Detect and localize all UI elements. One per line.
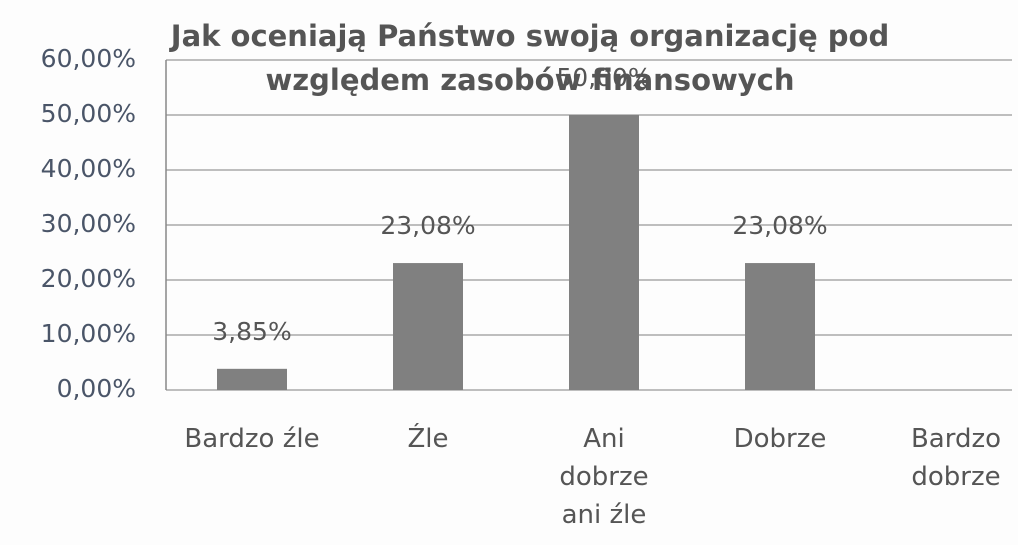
y-tick-label: 50,00% <box>41 99 136 128</box>
data-label: 50,00% <box>556 63 651 92</box>
x-tick-label: Źle <box>407 424 449 454</box>
x-tick-label: Bardzo źle <box>184 424 320 454</box>
bar <box>569 115 639 390</box>
x-tick-label: Ani dobrze ani źle <box>559 424 649 530</box>
chart-title: Jak oceniają Państwo swoją organizację p… <box>170 19 890 97</box>
y-tick-label: 60,00% <box>41 44 136 73</box>
data-label: 3,85% <box>212 317 291 346</box>
y-tick-label: 0,00% <box>57 374 136 403</box>
data-label: 23,08% <box>380 211 475 240</box>
bar <box>745 263 815 390</box>
bar <box>217 368 287 390</box>
y-tick-label: 30,00% <box>41 209 136 238</box>
x-tick-label: Dobrze <box>733 424 827 454</box>
bar <box>393 263 463 390</box>
x-tick-label: Bardzo dobrze <box>910 424 1002 492</box>
data-label: 23,08% <box>732 211 827 240</box>
y-tick-label: 10,00% <box>41 319 136 348</box>
y-tick-label: 20,00% <box>41 264 136 293</box>
y-tick-label: 40,00% <box>41 154 136 183</box>
